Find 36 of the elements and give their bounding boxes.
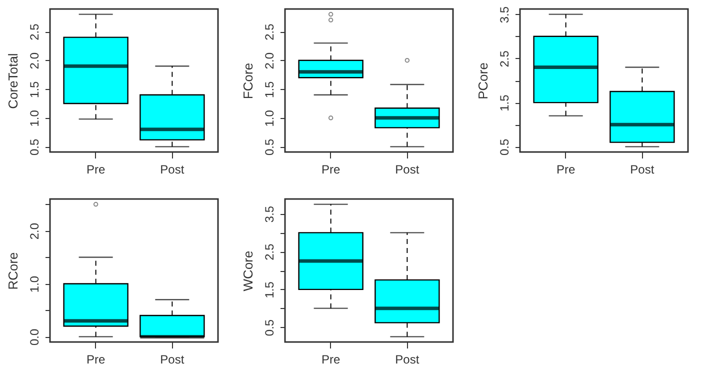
y-axis-title: FCore (240, 62, 256, 100)
y-axis-title: RCore (6, 252, 20, 290)
y-tick-label: 1.5 (498, 94, 512, 112)
y-tick-label: 1.0 (28, 110, 42, 127)
y-tick-label: 3.5 (498, 6, 512, 24)
y-tick-label: 1.5 (262, 80, 276, 98)
y-tick-label: 2.5 (498, 50, 512, 68)
x-tick-label: Post (395, 352, 420, 366)
y-tick-label: 2.5 (262, 23, 276, 40)
y-tick-label: 2.0 (28, 52, 42, 70)
y-tick-label: 0.5 (28, 138, 42, 156)
x-tick-label: Pre (321, 162, 340, 176)
x-tick-label: Post (395, 162, 420, 176)
y-tick-label: 2.5 (28, 23, 42, 40)
y-tick-label: 2.0 (28, 222, 42, 240)
y-tick-label: 3.5 (262, 206, 276, 223)
x-tick-label: Post (630, 162, 655, 176)
y-tick-label: 1.0 (262, 110, 276, 127)
y-tick-label: 2.5 (262, 243, 276, 260)
y-tick-label: 0.5 (262, 138, 276, 156)
x-tick-label: Post (160, 162, 185, 176)
x-tick-label: Pre (556, 162, 576, 176)
y-axis-title: WCore (240, 250, 256, 292)
y-tick-label: 2.0 (262, 52, 276, 70)
y-tick-label: 1.0 (28, 276, 42, 293)
y-tick-label: 0.5 (262, 319, 276, 336)
y-tick-label: 0.0 (28, 328, 42, 346)
y-tick-label: 0.5 (498, 138, 512, 156)
x-tick-label: Pre (86, 352, 106, 366)
y-axis-title: PCore (476, 62, 490, 100)
x-tick-label: Pre (321, 352, 340, 366)
y-axis-title: CoreTotal (6, 53, 20, 109)
x-tick-label: Pre (86, 162, 106, 176)
y-tick-label: 1.5 (28, 80, 42, 98)
x-tick-label: Post (160, 352, 185, 366)
y-tick-label: 1.5 (262, 281, 276, 298)
